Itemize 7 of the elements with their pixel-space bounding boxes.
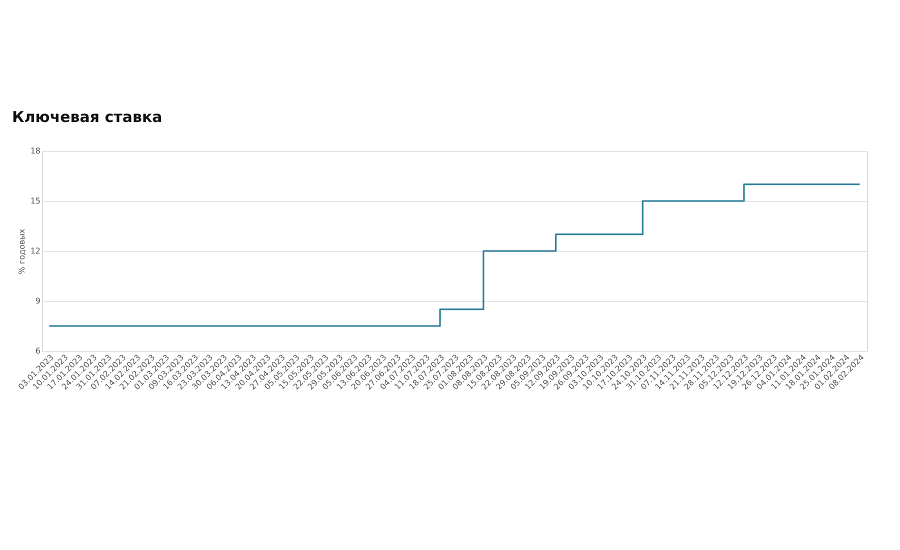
y-tick-label: 12 xyxy=(30,246,40,256)
chart-title: Ключевая ставка xyxy=(12,108,162,126)
y-tick-label: 6 xyxy=(35,346,40,356)
y-tick-label: 9 xyxy=(35,296,40,306)
y-tick-label: 15 xyxy=(30,196,40,206)
y-tick-label: 18 xyxy=(30,146,40,156)
y-axis-title: % годовых xyxy=(17,228,26,274)
